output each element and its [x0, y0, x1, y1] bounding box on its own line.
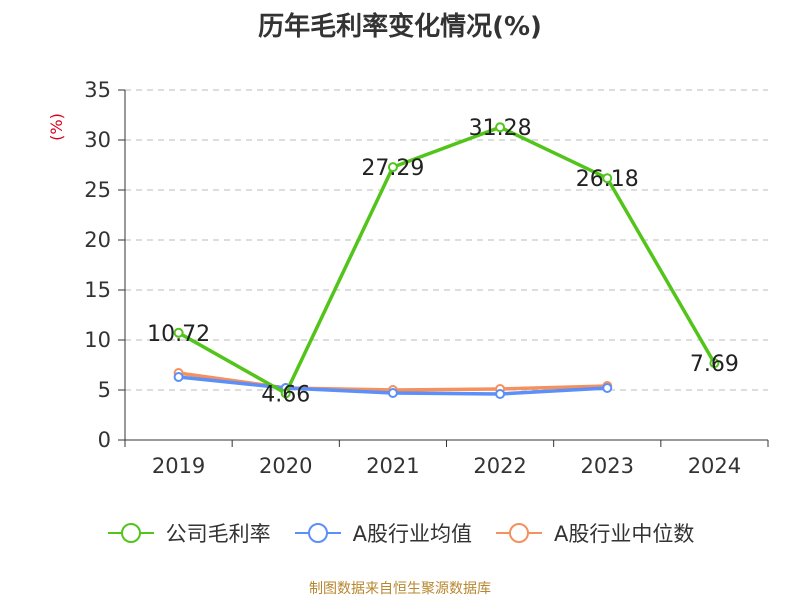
- y-tick-label: 25: [84, 178, 111, 202]
- x-tick-label: 2020: [259, 454, 312, 478]
- legend: 公司毛利率 A股行业均值 A股行业中位数: [0, 518, 800, 548]
- legend-circle: [120, 523, 141, 543]
- legend-marker-icon: [294, 523, 341, 543]
- data-point: [280, 388, 291, 399]
- y-tick-label: 0: [98, 428, 111, 452]
- data-point: [602, 383, 613, 393]
- grid-lines: [125, 89, 768, 391]
- y-axis-label: (%): [47, 113, 66, 141]
- legend-item[interactable]: A股行业中位数: [494, 518, 694, 548]
- data-point: [602, 173, 613, 184]
- y-tick-label: 5: [98, 378, 111, 402]
- y-tick-label: 30: [84, 128, 111, 152]
- data-label: 31.28: [469, 116, 532, 141]
- data-point: [495, 122, 506, 133]
- data-point: [173, 372, 184, 382]
- legend-item[interactable]: 公司毛利率: [106, 518, 271, 548]
- legend-label: A股行业均值: [352, 522, 472, 546]
- legend-marker-icon: [496, 523, 542, 543]
- legend-label: 公司毛利率: [165, 522, 271, 546]
- data-label: 7.69: [690, 352, 739, 377]
- legend-marker-icon: [107, 523, 154, 543]
- series: [173, 122, 720, 399]
- x-tick-label: 2024: [688, 454, 741, 478]
- data-label: 4.66: [261, 382, 310, 407]
- series-line: [176, 125, 717, 396]
- data-labels: 10.72 4.66 27.29 31.28 26.18 7.69: [147, 116, 739, 407]
- data-point: [709, 358, 720, 369]
- data-point: [387, 388, 398, 398]
- x-tick-label: 2021: [366, 454, 419, 478]
- chart-title: 历年毛利率变化情况(%): [258, 12, 542, 42]
- data-point: [173, 327, 184, 338]
- x-tick-label: 2023: [581, 454, 634, 478]
- y-tick-label: 15: [84, 278, 111, 302]
- y-axis-label-text: (%): [47, 113, 66, 141]
- y-tick-label: 20: [84, 228, 111, 252]
- data-label: 10.72: [147, 322, 210, 347]
- source-note: 制图数据来自恒生聚源数据库: [309, 581, 491, 597]
- data-label: 27.29: [361, 156, 424, 181]
- data-point: [387, 162, 398, 173]
- legend-circle: [307, 523, 328, 543]
- legend-item[interactable]: A股行业均值: [293, 518, 472, 548]
- axes: 0 5 10 15 20 25 30 35 2019 2020 2021 2022 2023 2024: [84, 78, 769, 478]
- legend-label: A股行业中位数: [554, 522, 695, 546]
- y-tick-label: 10: [84, 328, 111, 352]
- x-tick-label: 2019: [152, 454, 205, 478]
- data-label: 26.18: [576, 167, 639, 192]
- legend-circle: [509, 523, 529, 543]
- y-tick-label: 35: [84, 78, 111, 102]
- x-tick-label: 2022: [473, 454, 526, 478]
- data-point: [495, 389, 506, 399]
